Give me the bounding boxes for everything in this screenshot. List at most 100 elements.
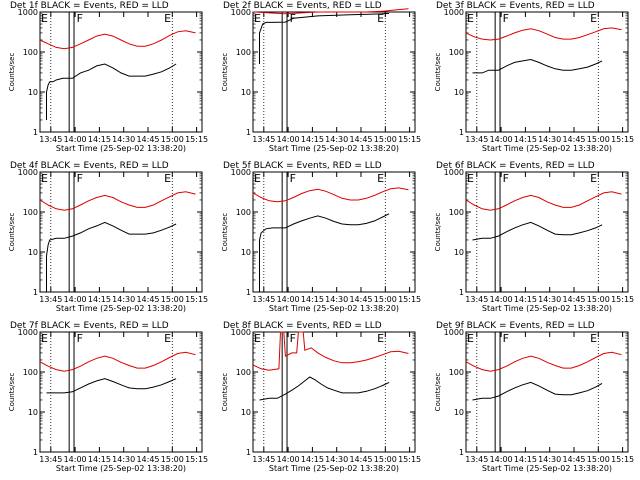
x-tick-label: 13:45 — [465, 455, 488, 464]
chart-panel: Det 8f BLACK = Events, RED = LLD 1 10 100 10… — [221, 321, 421, 473]
x-tick-label: 14:00 — [64, 455, 87, 464]
y-tick-label: 10 — [454, 248, 464, 257]
series-line-lld — [465, 191, 622, 211]
series-line-lld — [465, 27, 622, 41]
x-tick-label: 14:15 — [514, 135, 537, 144]
x-tick-label: 13:45 — [39, 135, 62, 144]
y-tick-label: 10 — [241, 408, 251, 417]
x-tick-label: 14:45 — [562, 295, 585, 304]
chart-panel: Det 3f BLACK = Events, RED = LLD 1 10 100 10… — [434, 1, 634, 153]
plot-frame — [465, 171, 629, 293]
y-tick-label: 100 — [23, 368, 38, 377]
series-line-events — [259, 376, 390, 401]
x-tick-label: 15:00 — [374, 135, 397, 144]
x-axis-title: Start Time (25-Sep-02 13:38:20) — [269, 464, 399, 473]
y-tick-label: 1000 — [231, 8, 251, 17]
x-axis-title: Start Time (25-Sep-02 13:38:20) — [269, 304, 399, 313]
x-tick-label: 15:00 — [587, 135, 610, 144]
chart-panel: Det 4f BLACK = Events, RED = LLD 1 10 100 10… — [8, 161, 208, 313]
x-tick-label: 14:00 — [490, 135, 513, 144]
y-axis-title: Counts/sec — [8, 53, 16, 92]
x-tick-label: 14:30 — [325, 455, 348, 464]
chart-panel: Det 7f BLACK = Events, RED = LLD 1 10 100 10… — [8, 321, 208, 473]
x-tick-label: 13:45 — [39, 295, 62, 304]
x-tick-label: 15:00 — [161, 135, 184, 144]
y-tick-label: 10 — [28, 88, 38, 97]
flag-label: E — [164, 172, 171, 185]
flag-label: E — [467, 332, 474, 345]
y-axis-title: Counts/sec — [8, 373, 16, 412]
x-tick-label: 13:45 — [465, 135, 488, 144]
flag-label: E — [377, 172, 384, 185]
y-tick-label: 1000 — [444, 168, 464, 177]
series-line-lld — [252, 187, 409, 203]
flag-label: E — [590, 332, 597, 345]
x-tick-label: 15:15 — [611, 135, 634, 144]
x-tick-label: 14:15 — [301, 295, 324, 304]
y-tick-label: 1 — [246, 128, 251, 137]
flag-label: E — [254, 332, 261, 345]
x-tick-label: 15:15 — [611, 455, 634, 464]
x-tick-label: 14:45 — [136, 135, 159, 144]
series-line-lld — [465, 351, 622, 372]
x-axis-title: Start Time (25-Sep-02 13:38:20) — [56, 304, 186, 313]
flag-label: F — [77, 332, 83, 345]
y-tick-label: 1000 — [444, 8, 464, 17]
y-tick-label: 100 — [23, 48, 38, 57]
flag-label: E — [590, 172, 597, 185]
y-axis-title: Counts/sec — [434, 53, 442, 92]
x-tick-label: 15:00 — [374, 455, 397, 464]
x-tick-label: 14:15 — [301, 135, 324, 144]
x-tick-label: 14:30 — [112, 135, 135, 144]
x-tick-label: 14:15 — [514, 455, 537, 464]
x-tick-label: 14:30 — [538, 295, 561, 304]
x-tick-label: 14:30 — [325, 295, 348, 304]
y-tick-label: 100 — [449, 208, 464, 217]
y-tick-label: 100 — [449, 48, 464, 57]
x-tick-label: 14:45 — [349, 295, 372, 304]
flag-label: E — [164, 12, 171, 25]
x-axis-title: Start Time (25-Sep-02 13:38:20) — [56, 144, 186, 153]
y-tick-label: 1 — [459, 288, 464, 297]
y-tick-label: 1000 — [444, 328, 464, 337]
flag-label: F — [503, 172, 509, 185]
plot-frame — [39, 331, 203, 453]
plot-frame — [465, 331, 629, 453]
flag-label: E — [467, 172, 474, 185]
x-tick-label: 14:00 — [277, 295, 300, 304]
panel-title: Det 6f BLACK = Events, RED = LLD — [436, 161, 595, 171]
x-axis-title: Start Time (25-Sep-02 13:38:20) — [482, 304, 612, 313]
x-tick-label: 14:00 — [490, 455, 513, 464]
y-tick-label: 10 — [454, 408, 464, 417]
chart-panel: Det 6f BLACK = Events, RED = LLD 1 10 100 10… — [434, 161, 634, 313]
x-tick-label: 14:30 — [112, 455, 135, 464]
y-axis-title: Counts/sec — [221, 53, 229, 92]
y-tick-label: 1 — [33, 288, 38, 297]
y-tick-label: 10 — [241, 248, 251, 257]
flag-label: E — [41, 332, 48, 345]
x-tick-label: 14:00 — [64, 135, 87, 144]
x-tick-label: 15:15 — [185, 455, 208, 464]
x-tick-label: 15:00 — [374, 295, 397, 304]
y-tick-label: 10 — [454, 88, 464, 97]
flag-label: E — [377, 12, 384, 25]
chart-panel: Det 2f BLACK = Events, RED = LLD 1 10 100 10… — [221, 1, 421, 153]
series-line-events — [259, 12, 390, 64]
x-tick-label: 14:15 — [514, 295, 537, 304]
x-axis-title: Start Time (25-Sep-02 13:38:20) — [482, 144, 612, 153]
flag-label: F — [290, 332, 296, 345]
plot-frame — [252, 171, 416, 293]
x-tick-label: 15:15 — [611, 295, 634, 304]
series-line-events — [46, 378, 177, 394]
flag-label: E — [377, 332, 384, 345]
plot-frame — [39, 11, 203, 133]
x-tick-label: 14:45 — [562, 455, 585, 464]
x-tick-label: 14:30 — [538, 135, 561, 144]
x-axis-title: Start Time (25-Sep-02 13:38:20) — [56, 464, 186, 473]
x-tick-label: 13:45 — [252, 455, 275, 464]
plot-frame — [39, 171, 203, 293]
x-tick-label: 15:15 — [185, 295, 208, 304]
x-tick-label: 15:00 — [587, 455, 610, 464]
x-tick-label: 15:15 — [398, 135, 421, 144]
x-tick-label: 14:00 — [64, 295, 87, 304]
